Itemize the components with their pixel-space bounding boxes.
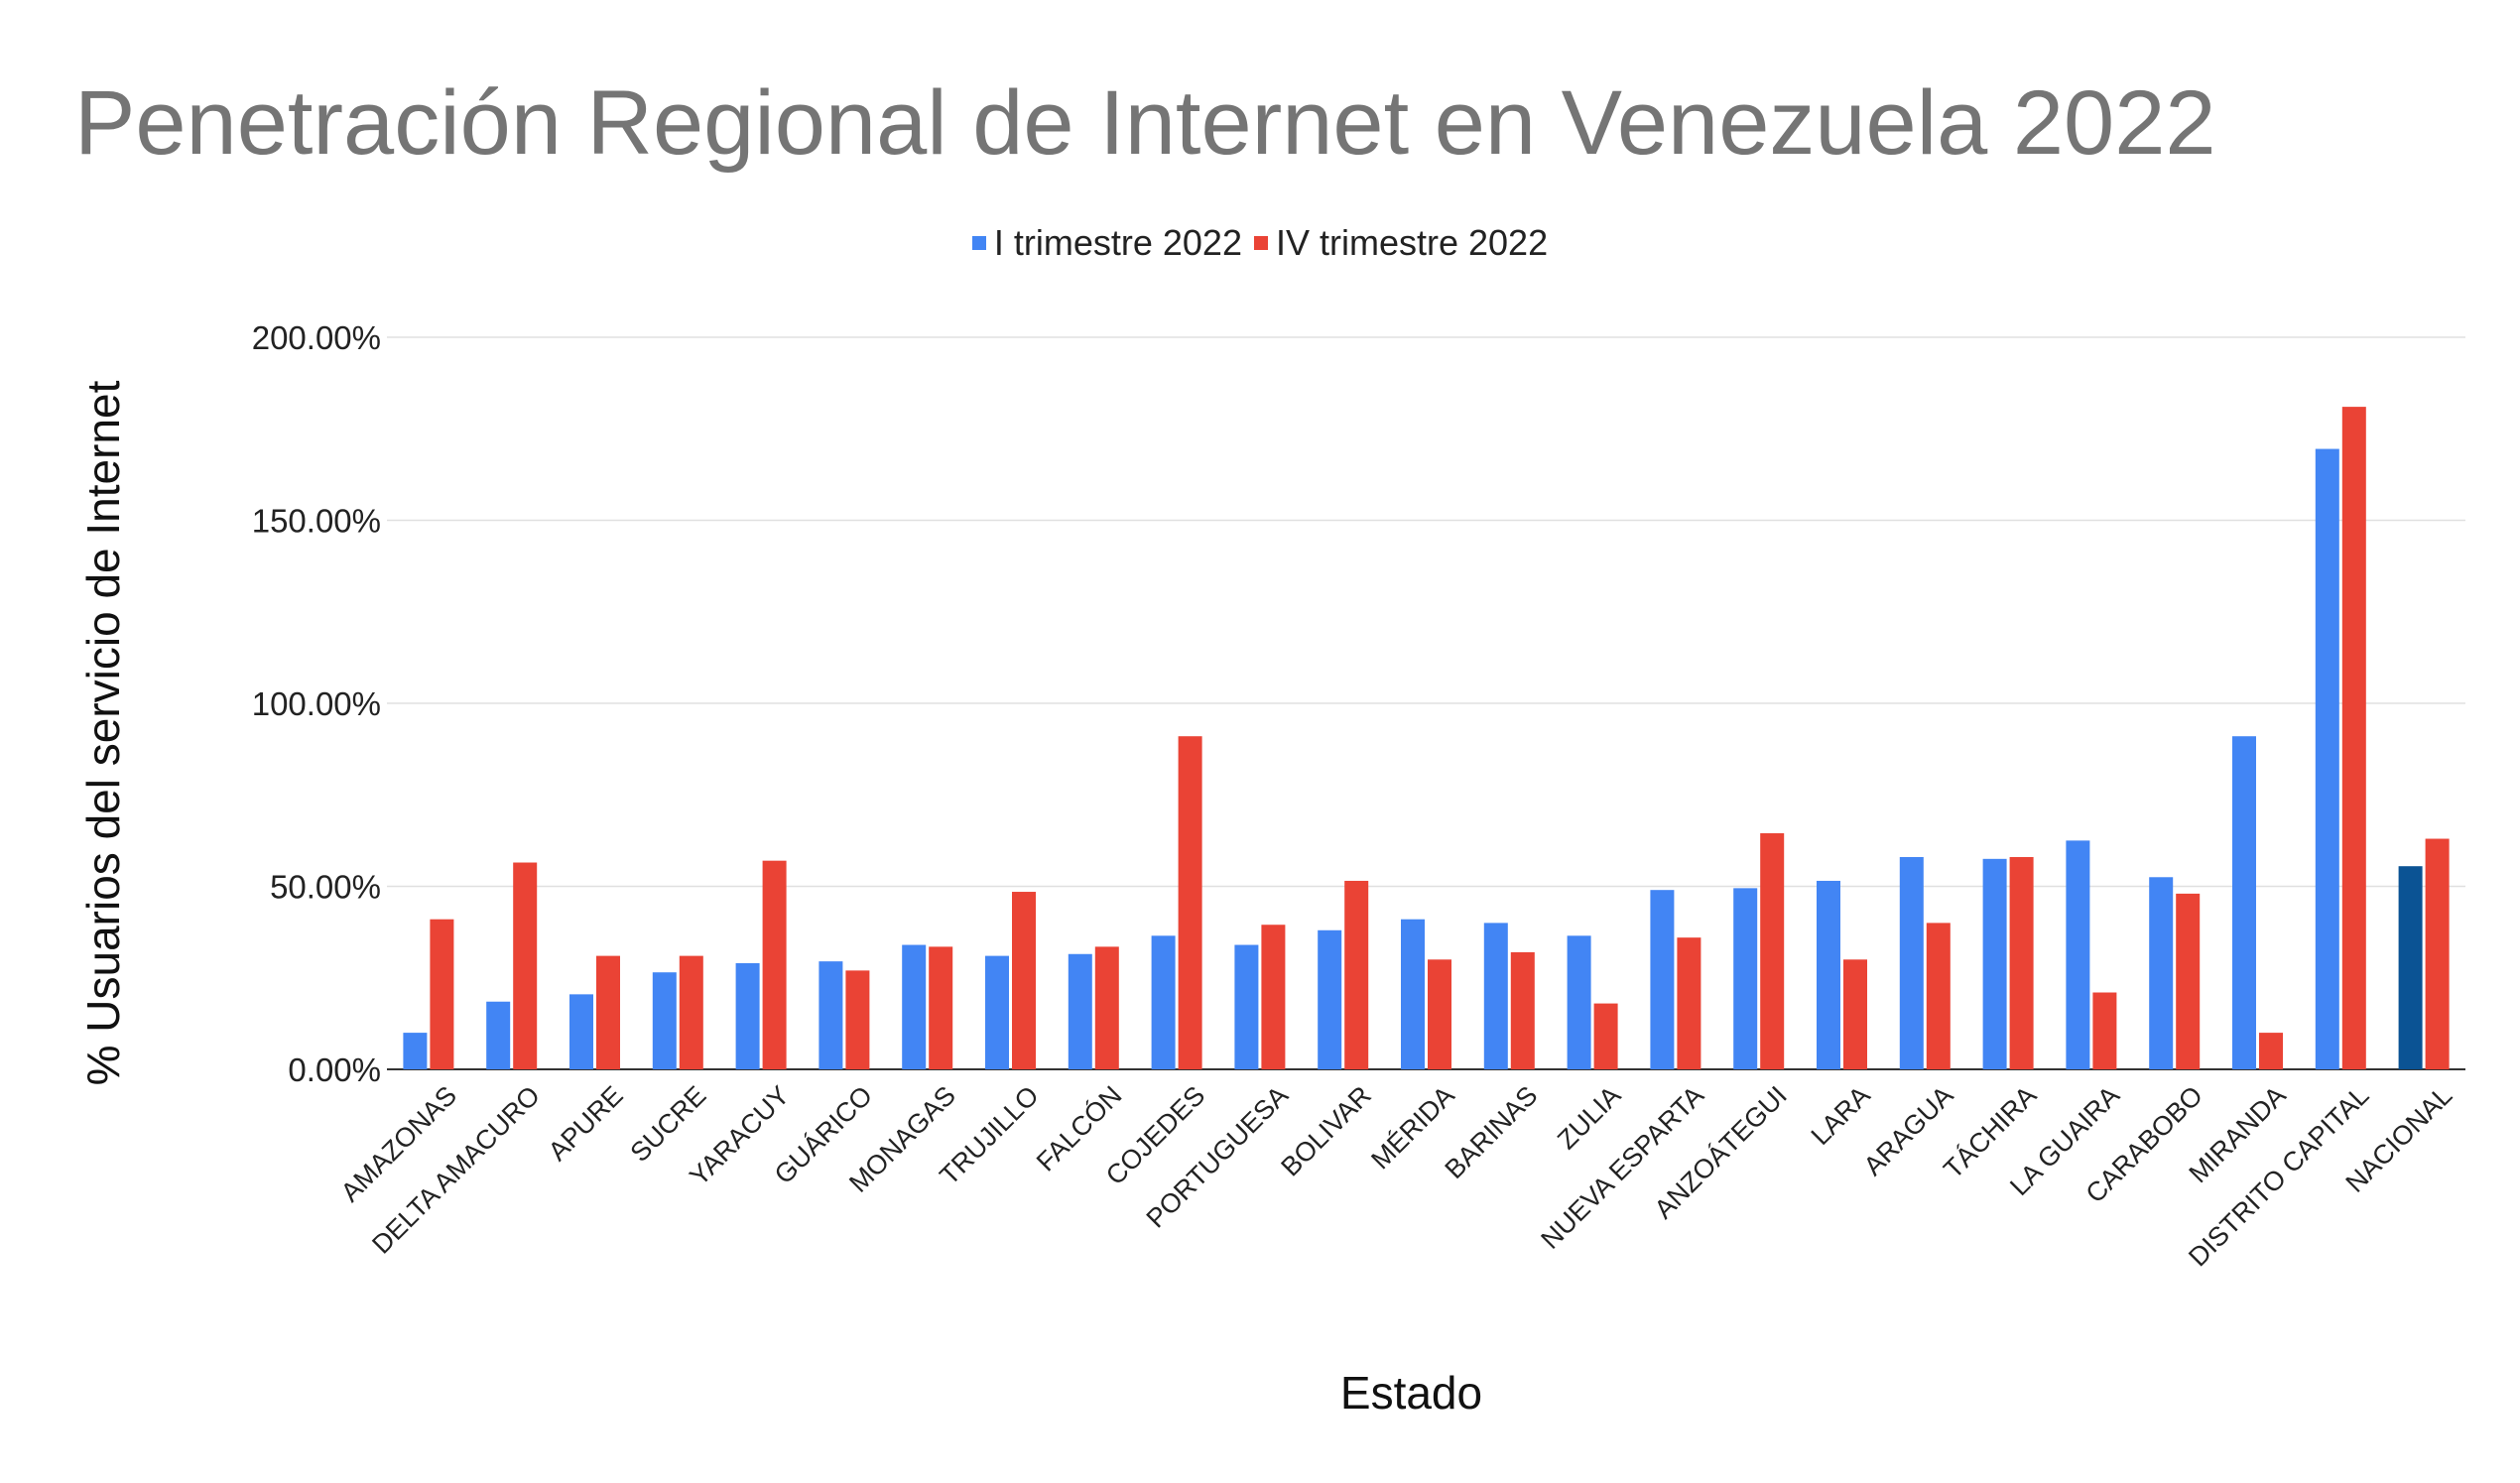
bar-1-14 xyxy=(1567,935,1591,1069)
legend-swatch-series-1 xyxy=(971,236,986,250)
bar-1-24 xyxy=(2398,866,2423,1069)
legend-label-series-1: I trimestre 2022 xyxy=(993,222,1242,263)
bar-2-20 xyxy=(2092,992,2117,1069)
x-axis-title: Estado xyxy=(1340,1367,1482,1419)
bar-1-16 xyxy=(1733,888,1758,1069)
legend-item-series-2: IV trimestre 2022 xyxy=(1253,222,1549,264)
bar-1-18 xyxy=(1899,856,1924,1069)
y-tick-label: 150.00% xyxy=(252,503,381,540)
bar-2-7 xyxy=(1012,892,1036,1069)
bar-2-21 xyxy=(2176,893,2201,1069)
bar-1-4 xyxy=(735,962,760,1069)
bar-2-16 xyxy=(1760,832,1785,1069)
bar-1-17 xyxy=(1817,880,1840,1069)
bar-1-6 xyxy=(902,944,927,1069)
bar-2-2 xyxy=(596,955,620,1069)
bar-2-4 xyxy=(762,860,787,1069)
y-axis-title: % Usuarios del servicio de Internet xyxy=(77,380,129,1085)
bar-1-23 xyxy=(2315,448,2339,1069)
legend-item-series-1: I trimestre 2022 xyxy=(971,222,1242,264)
y-tick-label: 0.00% xyxy=(288,1051,381,1088)
bar-2-14 xyxy=(1593,1003,1618,1069)
bar-2-23 xyxy=(2341,407,2366,1069)
bar-1-9 xyxy=(1151,935,1176,1069)
bar-2-12 xyxy=(1428,959,1451,1069)
x-tick-label: ZULIA xyxy=(1552,1080,1626,1155)
bar-1-5 xyxy=(819,961,843,1069)
legend: I trimestre 2022 IV trimestre 2022 xyxy=(0,222,2520,264)
bar-2-17 xyxy=(1843,959,1867,1069)
bar-2-24 xyxy=(2425,838,2450,1069)
y-tick-label: 50.00% xyxy=(270,869,381,906)
bar-1-21 xyxy=(2149,877,2174,1069)
bar-2-3 xyxy=(679,955,703,1069)
x-tick-label: PORTUGUESA xyxy=(1141,1080,1295,1234)
y-tick-label: 100.00% xyxy=(252,685,381,722)
y-tick-label: 200.00% xyxy=(252,319,381,356)
bar-1-15 xyxy=(1650,890,1675,1069)
bar-1-22 xyxy=(2232,736,2256,1069)
bar-1-20 xyxy=(2066,840,2090,1069)
bar-2-0 xyxy=(430,919,454,1069)
bar-2-1 xyxy=(513,862,538,1069)
bar-2-19 xyxy=(2009,856,2034,1069)
bar-1-7 xyxy=(985,955,1009,1069)
x-tick-label: APURE xyxy=(543,1080,629,1167)
bar-2-13 xyxy=(1510,951,1535,1069)
bar-1-8 xyxy=(1068,953,1092,1069)
chart-title: Penetración Regional de Internet en Vene… xyxy=(74,72,2216,174)
x-tick-label: BOLIVAR xyxy=(1275,1080,1377,1182)
bar-2-8 xyxy=(1094,946,1119,1069)
bar-1-10 xyxy=(1234,944,1259,1069)
bar-1-2 xyxy=(569,994,593,1069)
bar-1-3 xyxy=(652,972,677,1069)
bar-2-9 xyxy=(1178,736,1202,1069)
bar-2-6 xyxy=(929,946,953,1069)
bar-2-22 xyxy=(2259,1033,2283,1069)
legend-label-series-2: IV trimestre 2022 xyxy=(1275,222,1549,263)
bar-2-15 xyxy=(1677,937,1701,1069)
bar-1-0 xyxy=(403,1033,428,1069)
bar-1-11 xyxy=(1318,929,1342,1069)
legend-swatch-series-2 xyxy=(1253,236,1268,250)
bar-2-11 xyxy=(1344,880,1369,1069)
bar-1-1 xyxy=(486,1001,511,1069)
bar-2-10 xyxy=(1261,925,1286,1069)
bar-1-13 xyxy=(1483,923,1508,1069)
bar-1-19 xyxy=(1982,858,2007,1069)
bar-2-5 xyxy=(845,970,870,1069)
x-tick-label: LARA xyxy=(1806,1080,1876,1151)
bar-1-12 xyxy=(1401,919,1425,1069)
bar-2-18 xyxy=(1926,923,1951,1069)
